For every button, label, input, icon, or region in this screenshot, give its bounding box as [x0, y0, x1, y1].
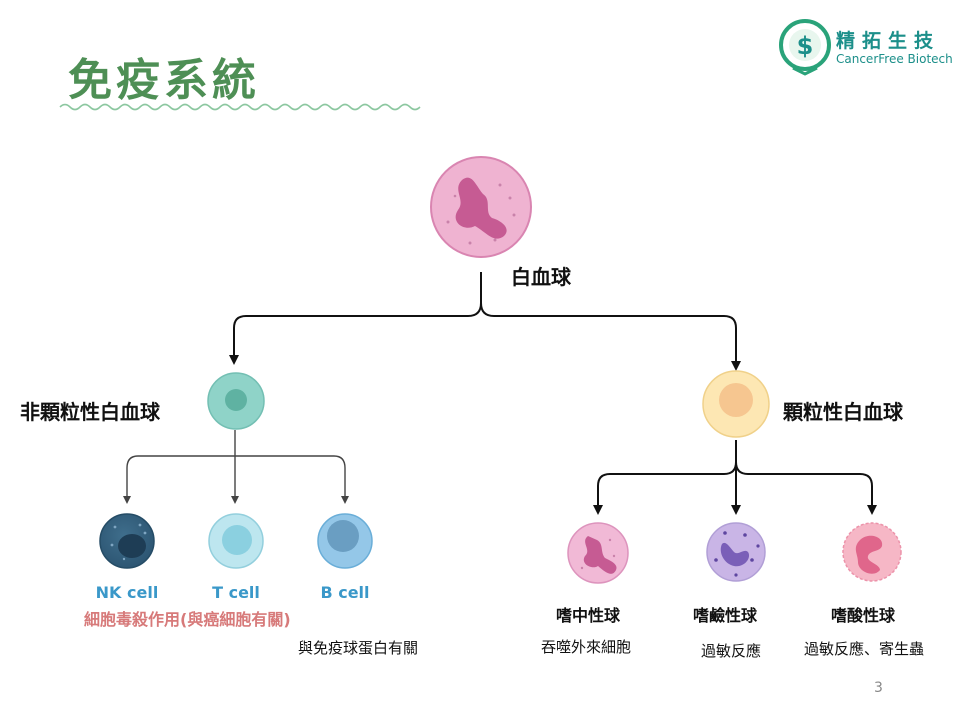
- nk-cell-note: 細胞毒殺作用(與癌細胞有關): [84, 610, 291, 629]
- eosinophil-label: 嗜酸性球: [831, 606, 896, 625]
- svg-text:$: $: [797, 32, 814, 60]
- t-cell-icon: [208, 513, 264, 569]
- b-cell-label: B cell: [320, 583, 370, 602]
- basophil-label: 嗜鹼性球: [693, 606, 758, 625]
- nk-cell-icon: [99, 513, 155, 569]
- basophil-note: 過敏反應: [701, 642, 762, 660]
- nk-cell-label: NK cell: [95, 583, 159, 602]
- eosinophil-cell-icon: [842, 522, 902, 582]
- logo-name-cn: 精拓生技: [836, 30, 941, 52]
- neutrophil-cell-icon: [567, 522, 629, 584]
- neutrophil-label: 嗜中性球: [556, 606, 621, 625]
- white-blood-cell-icon: [430, 156, 532, 258]
- tree-connectors-main: [229, 272, 741, 371]
- logo-name-en: CancerFree Biotech: [836, 52, 953, 66]
- eosinophil-note: 過敏反應、寄生蟲: [804, 640, 925, 658]
- granulocyte-cell-icon: [702, 370, 770, 438]
- title-wavy-underline: [59, 103, 421, 111]
- t-cell-label: T cell: [212, 583, 260, 602]
- tree-connectors-left: [123, 430, 349, 504]
- b-cell-note: 與免疫球蛋白有關: [298, 639, 419, 657]
- granulocyte-label: 顆粒性白血球: [783, 400, 903, 424]
- neutrophil-note: 吞噬外來細胞: [541, 638, 632, 656]
- tree-connectors-right: [593, 440, 877, 515]
- slide-title: 免疫系統: [68, 55, 260, 106]
- logo-icon: $: [779, 19, 831, 76]
- page-number: 3: [874, 680, 883, 696]
- agranulocyte-label: 非顆粒性白血球: [20, 400, 160, 424]
- b-cell-icon: [317, 513, 373, 569]
- root-label: 白血球: [511, 265, 571, 289]
- agranulocyte-cell-icon: [207, 372, 265, 430]
- basophil-cell-icon: [706, 522, 766, 582]
